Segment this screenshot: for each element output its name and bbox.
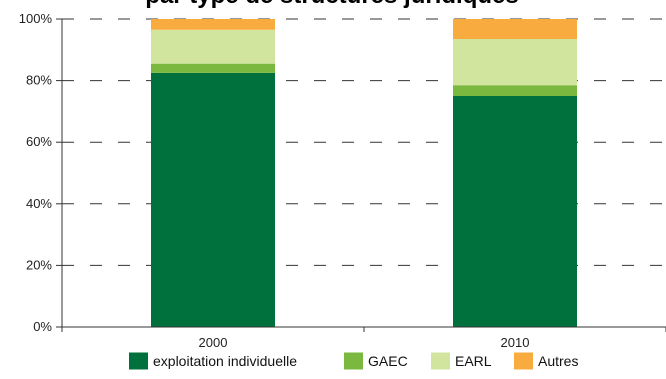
legend-swatch <box>431 352 450 370</box>
bar-segment <box>151 19 275 30</box>
bars <box>151 19 577 328</box>
y-tick-label: 20% <box>26 257 52 272</box>
x-axis-ticks: 2000 2010 <box>61 327 666 350</box>
legend-swatch <box>129 352 148 370</box>
x-tick-label: 2000 <box>199 335 228 350</box>
x-tick-label: 2010 <box>501 335 530 350</box>
bar-segment <box>151 63 275 73</box>
y-tick-label: 0% <box>33 319 52 334</box>
y-tick-label: 40% <box>26 196 52 211</box>
bar-segment <box>453 85 577 96</box>
legend-swatch <box>344 352 363 370</box>
legend-label: GAEC <box>368 353 408 369</box>
legend-label: EARL <box>455 353 492 369</box>
bar-segment <box>453 39 577 86</box>
legend-label: Autres <box>538 353 578 369</box>
legend: exploitation individuelle GAEC EARL Autres <box>129 352 578 370</box>
legend-label: exploitation individuelle <box>153 353 297 369</box>
y-tick-label: 60% <box>26 134 52 149</box>
y-tick-label: 80% <box>26 73 52 88</box>
bar-segment <box>151 29 275 64</box>
bar-segment <box>453 19 577 40</box>
legend-swatch <box>514 352 533 370</box>
chart-title: par type de structures juridiques <box>145 0 518 9</box>
bar-segment <box>453 96 577 327</box>
bar-segment <box>151 72 275 328</box>
y-tick-label: 100% <box>19 11 53 26</box>
y-axis-ticks: 0% 20% 40% 60% 80% 100% <box>19 11 62 334</box>
